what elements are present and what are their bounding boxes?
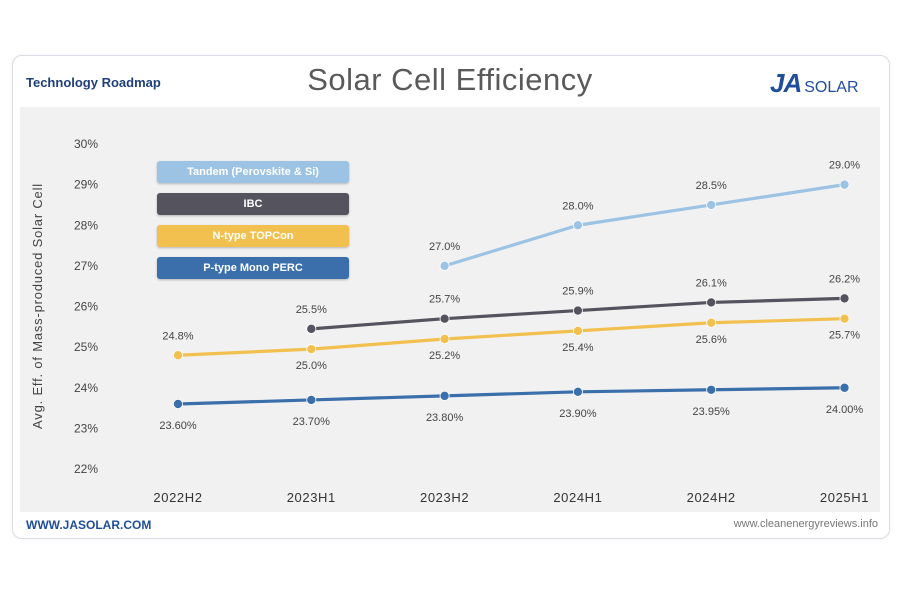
legend-item-perc: P-type Mono PERC [157,257,349,279]
technology-roadmap-label: Technology Roadmap [26,75,161,90]
data-label-topcon: 25.7% [829,330,860,342]
y-tick-label: 26% [74,300,98,314]
data-point-tandem [572,220,583,231]
data-point-tandem [839,179,850,190]
data-point-topcon [172,350,183,361]
series-line-tandem [444,183,845,268]
series-line-topcon [177,317,845,357]
data-point-perc [306,394,317,405]
x-tick-label: 2024H1 [553,490,602,505]
data-label-perc: 23.95% [693,406,731,418]
legend-item-ibc: IBC [157,193,349,215]
data-label-perc: 24.00% [826,404,864,416]
data-label-topcon: 25.0% [296,360,327,372]
data-point-topcon [439,333,450,344]
data-label-perc: 23.60% [159,420,197,432]
legend-item-topcon: N-type TOPCon [157,225,349,247]
y-tick-label: 29% [74,178,98,192]
data-point-perc [572,386,583,397]
ja-solar-logo: JA SOLAR [770,68,859,99]
y-tick-label: 22% [74,462,98,476]
y-tick-label: 25% [74,340,98,354]
data-label-perc: 23.70% [293,416,331,428]
data-label-tandem: 28.0% [562,200,593,212]
y-tick-label: 23% [74,421,98,435]
logo-solar: SOLAR [804,79,859,96]
data-label-perc: 23.80% [426,412,464,424]
data-point-topcon [839,313,850,324]
x-tick-label: 2023H1 [287,490,336,505]
data-point-ibc [572,305,583,316]
data-label-ibc: 26.2% [829,273,860,285]
x-tick-label: 2022H2 [153,490,202,505]
data-point-tandem [439,260,450,271]
data-label-tandem: 27.0% [429,241,460,253]
data-label-tandem: 29.0% [829,160,860,172]
y-tick-label: 30% [74,137,98,151]
data-point-perc [439,390,450,401]
data-label-perc: 23.90% [559,408,597,420]
data-point-ibc [706,297,717,308]
data-point-topcon [306,344,317,355]
data-label-topcon: 25.2% [429,350,460,362]
data-label-topcon: 25.6% [696,334,727,346]
data-point-perc [839,382,850,393]
data-label-topcon: 25.4% [562,342,593,354]
data-label-ibc: 26.1% [696,277,727,289]
data-point-ibc [306,323,317,334]
data-point-perc [172,398,183,409]
y-tick-label: 27% [74,259,98,273]
data-label-ibc: 25.5% [296,304,327,316]
x-tick-label: 2024H2 [687,490,736,505]
series-line-perc [177,386,845,406]
y-axis-title: Avg. Eff. of Mass-produced Solar Cell [30,183,45,429]
x-tick-label: 2025H1 [820,490,869,505]
data-point-tandem [706,199,717,210]
website-link[interactable]: WWW.JASOLAR.COM [26,518,152,532]
data-label-ibc: 25.7% [429,294,460,306]
y-tick-label: 28% [74,218,98,232]
data-point-perc [706,384,717,395]
data-point-topcon [706,317,717,328]
data-point-ibc [439,313,450,324]
chart-title: Solar Cell Efficiency [307,62,593,97]
x-tick-label: 2023H2 [420,490,469,505]
data-label-tandem: 28.5% [696,180,727,192]
data-point-ibc [839,293,850,304]
data-label-ibc: 25.9% [562,286,593,298]
source-credit: www.cleanenergyreviews.info [733,518,878,530]
y-tick-label: 24% [74,381,98,395]
data-label-topcon: 24.8% [162,330,193,342]
data-point-topcon [572,325,583,336]
logo-ja: JA [770,68,802,98]
legend-item-tandem: Tandem (Perovskite & Si) [157,161,349,183]
